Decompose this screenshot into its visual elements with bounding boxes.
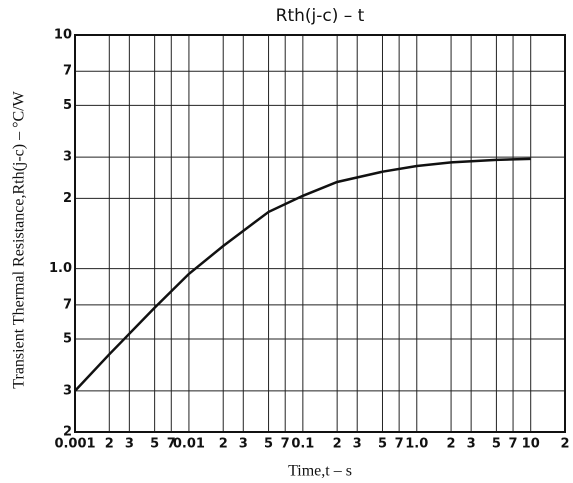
x-tick-label: 7	[167, 437, 176, 452]
x-tick-label: 7	[509, 437, 518, 452]
x-tick-label: 0.01	[173, 437, 205, 452]
x-tick-label: 3	[467, 437, 476, 452]
y-tick-label: 7	[63, 64, 72, 79]
y-tick-label: 7	[63, 297, 72, 312]
x-tick-label: 2	[447, 437, 456, 452]
x-axis-label: Time,t – s	[288, 463, 352, 480]
x-tick-label: 3	[353, 437, 362, 452]
x-tick-label: 3	[125, 437, 134, 452]
x-tick-label: 5	[150, 437, 159, 452]
y-tick-label: 5	[63, 98, 72, 113]
x-tick-label: 1.0	[405, 437, 428, 452]
x-tick-label: 0.1	[291, 437, 314, 452]
y-tick-label: 3	[63, 383, 72, 398]
y-tick-label: 3	[63, 150, 72, 165]
y-tick-label: 2	[63, 191, 72, 206]
x-tick-label: 0.001	[54, 437, 95, 452]
y-axis-label: Transient Thermal Resistance,Rth(j-c) – …	[11, 90, 28, 388]
x-tick-label: 5	[378, 437, 387, 452]
x-tick-label: 7	[395, 437, 404, 452]
x-tick-label: 2	[105, 437, 114, 452]
x-tick-label: 5	[264, 437, 273, 452]
x-tick-label: 2	[560, 437, 569, 452]
x-tick-label: 2	[219, 437, 228, 452]
x-tick-label: 5	[492, 437, 501, 452]
y-tick-label: 2	[63, 425, 72, 440]
plot-frame	[74, 34, 566, 433]
y-tick-label: 1.0	[49, 261, 72, 276]
y-tick-label: 5	[63, 332, 72, 347]
data-line	[74, 157, 531, 392]
x-tick-label: 10	[522, 437, 540, 452]
x-tick-label: 3	[239, 437, 248, 452]
chart-title: Rth(j-c) – t	[276, 6, 365, 26]
x-tick-label: 7	[281, 437, 290, 452]
y-tick-label: 10	[54, 28, 72, 43]
x-tick-label: 2	[333, 437, 342, 452]
